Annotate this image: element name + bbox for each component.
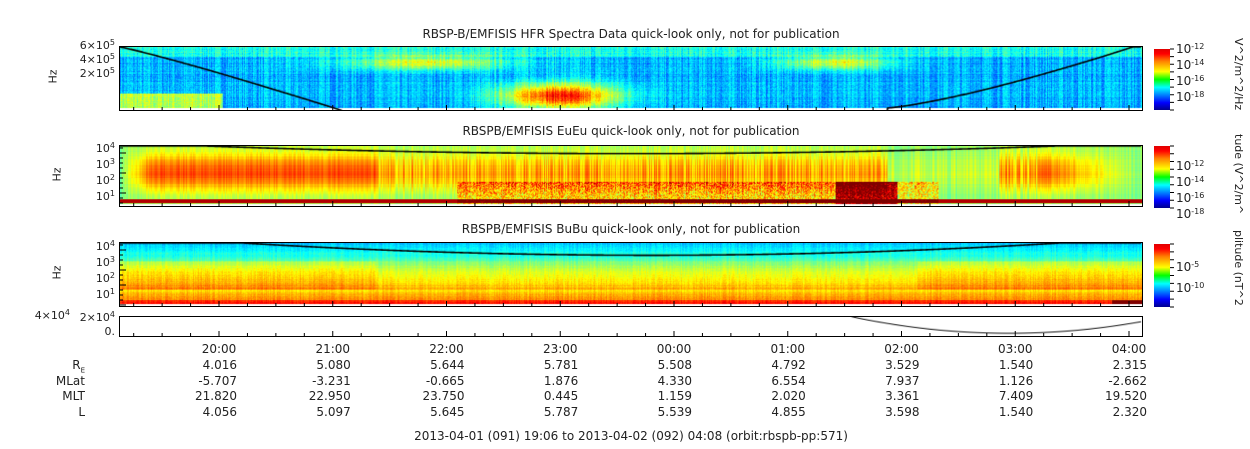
y-tick-label: 101	[95, 189, 115, 203]
buBu-spectrogram	[119, 242, 1143, 307]
buBu-colorbar	[1154, 244, 1170, 307]
hfr-spectrogram	[119, 46, 1143, 111]
colorbar-tick-label: 10-16	[1176, 191, 1205, 205]
colorbar-tick-label: 10-18	[1176, 207, 1205, 221]
y-tick-label: 4×104	[34, 308, 70, 322]
ephemeris-value: -0.665	[425, 373, 465, 388]
colorbar-tick-label: 10-16	[1176, 74, 1205, 88]
euEu-spectrogram	[119, 145, 1143, 207]
ephemeris-value: 5.080	[316, 358, 351, 372]
euEu-colorbar	[1154, 146, 1170, 208]
y-tick-label: 4×105	[79, 52, 115, 66]
y-tick-label: 104	[95, 239, 115, 253]
ephemeris-value: -3.231	[312, 373, 351, 388]
ephemeris-value: 3.529	[885, 358, 920, 372]
ephemeris-value: 0.445	[543, 389, 579, 403]
ephemeris-column: 3.529 7.937 3.361 3.598	[850, 358, 920, 420]
ephemeris-column: 5.508 4.330 1.159 5.539	[622, 358, 692, 420]
ephemeris-value: 7.937	[885, 373, 920, 388]
buBu-title: RBSPB/EMFISIS BuBu quick-look only, not …	[461, 222, 801, 236]
y-tick-label: 2×104	[79, 310, 115, 324]
ephemeris-value: 5.645	[430, 404, 465, 419]
ephemeris-column: 1.540 1.126 7.409 1.540	[963, 358, 1033, 420]
ephemeris-value: 1.540	[998, 358, 1034, 372]
x-tick-label: 03:00	[997, 342, 1033, 356]
ephemeris-column: 2.315 -2.662 19.520 2.320	[1077, 358, 1147, 420]
ephemeris-value: 4.016	[202, 358, 237, 372]
ephemeris-value: 1.126	[998, 373, 1034, 388]
x-tick-label: 02:00	[884, 342, 919, 356]
y-tick-label: 101	[95, 287, 115, 301]
x-tick-label: 04:00	[1111, 342, 1147, 356]
ephemeris-column: 5.781 1.876 0.445 5.787	[508, 358, 578, 420]
y-tick-label: 104	[95, 141, 115, 155]
ephemeris-value: 2.020	[771, 389, 806, 403]
ephemeris-column: 5.644 -0.665 23.750 5.645	[395, 358, 465, 420]
ephemeris-column: 4.792 6.554 2.020 4.855	[736, 358, 806, 420]
x-tick-label: 20:00	[201, 342, 237, 356]
ephemeris-value: 5.508	[657, 358, 692, 372]
x-tick-label: 22:00	[429, 342, 464, 356]
y-tick-label: 102	[95, 271, 115, 285]
colorbar-tick-label: 10-12	[1176, 42, 1205, 56]
ephemeris-value: 19.520	[1105, 389, 1147, 403]
ephem-label-l: L	[78, 404, 85, 419]
colorbar-tick-label: 10-10	[1176, 281, 1205, 295]
ephemeris-value: 4.056	[202, 404, 237, 419]
ephemeris-value: 3.361	[885, 389, 920, 403]
ephem-label-mlat: MLat	[55, 373, 85, 388]
buBu-colorbar-label: plitude (nT^2	[1232, 230, 1245, 306]
euEu-title: RBSPB/EMFISIS EuEu quick-look only, not …	[462, 124, 800, 138]
ephemeris-value: 22.950	[308, 389, 351, 403]
y-tick-label: 0.	[104, 325, 116, 338]
x-tick-label: 00:00	[656, 342, 692, 356]
ephemeris-value: 4.855	[771, 404, 806, 419]
y-tick-label: 2×105	[79, 66, 115, 80]
x-tick-label: 01:00	[770, 342, 806, 356]
ephemeris-value: 21.820	[195, 389, 237, 403]
y-tick-label: 6×105	[79, 38, 115, 52]
ephemeris-value: -5.707	[198, 373, 237, 388]
colorbar-tick-label: 10-12	[1176, 159, 1205, 173]
colorbar-tick-label: 10-14	[1176, 58, 1205, 72]
time-range-footer: 2013-04-01 (091) 19:06 to 2013-04-02 (09…	[414, 429, 848, 443]
colorbar-tick-label: 10-5	[1176, 260, 1200, 274]
ephemeris-value: -2.662	[1108, 373, 1147, 388]
ephemeris-value: 4.792	[771, 358, 806, 372]
density-line-panel	[119, 316, 1143, 337]
ephemeris-value: 7.409	[998, 389, 1034, 403]
euEu-colorbar-label: tude (V^2/m^	[1232, 134, 1245, 215]
ephemeris-value: 6.554	[771, 373, 806, 388]
ephemeris-value: 2.320	[1112, 404, 1147, 419]
y-tick-label: 103	[95, 157, 115, 171]
ephemeris-value: 5.781	[543, 358, 579, 372]
ephem-label-re: RE	[72, 358, 85, 375]
colorbar-tick-label: 10-14	[1176, 175, 1205, 189]
ephem-label-mlt: MLT	[62, 389, 85, 403]
ephemeris-column: 5.080 -3.231 22.950 5.097	[281, 358, 351, 420]
y-tick-label: 102	[95, 173, 115, 187]
ephemeris-value: 4.330	[657, 373, 692, 388]
ephemeris-column: 4.016 -5.707 21.820 4.056	[167, 358, 237, 420]
ephemeris-value: 5.787	[543, 404, 579, 419]
ephemeris-value: 3.598	[885, 404, 920, 419]
hfr-title: RBSP-B/EMFISIS HFR Spectra Data quick-lo…	[422, 27, 840, 41]
colorbar-tick-label: 10-18	[1176, 90, 1205, 104]
ephemeris-value: 1.540	[998, 404, 1034, 419]
ephemeris-value: 1.159	[657, 389, 692, 403]
hfr-colorbar	[1154, 49, 1170, 110]
ephemeris-value: 5.097	[316, 404, 351, 419]
hfr-colorbar-label: V^2/m^2/Hz	[1232, 38, 1245, 111]
ephemeris-value: 5.644	[430, 358, 465, 372]
y-tick-label: 103	[95, 255, 115, 269]
ephemeris-value: 23.750	[422, 389, 465, 403]
ephemeris-value: 1.876	[543, 373, 579, 388]
x-tick-label: 21:00	[315, 342, 351, 356]
x-tick-label: 23:00	[542, 342, 578, 356]
ephemeris-value: 2.315	[1112, 358, 1147, 372]
ephemeris-value: 5.539	[657, 404, 692, 419]
